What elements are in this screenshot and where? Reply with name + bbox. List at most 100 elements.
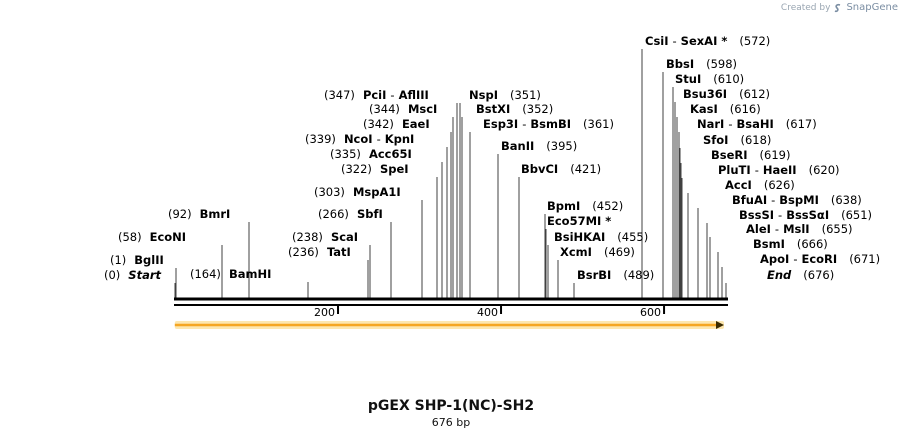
site-position: (339): [305, 132, 336, 146]
enzyme-name: BsiHKAI: [554, 230, 605, 244]
enzyme-name: SpeI: [380, 162, 409, 176]
site-label-xcmi[interactable]: XcmI (469): [560, 245, 635, 259]
site-position: (236): [288, 245, 319, 259]
site-label-bglii[interactable]: (1) BglII: [110, 253, 164, 267]
enzyme-name: SfoI: [703, 133, 728, 147]
site-label-esp3i-bsmbi[interactable]: Esp3I - BsmBI (361): [483, 117, 614, 131]
enzyme-name: AleI: [746, 222, 771, 236]
enzyme-name: End: [767, 268, 792, 282]
site-label-spei[interactable]: (322) SpeI: [341, 162, 409, 176]
site-label-bfuai-bspmi[interactable]: BfuAI - BspMI (638): [732, 193, 862, 207]
site-position: (620): [809, 163, 840, 177]
site-label-pcii-afliii[interactable]: (347) PciI - AflIII: [324, 88, 429, 102]
site-label-kasi[interactable]: KasI (616): [690, 102, 761, 116]
name-separator: -: [793, 252, 797, 266]
site-position: (266): [318, 207, 349, 221]
site-label-bpmi[interactable]: BpmI (452): [547, 199, 623, 213]
site-position: (452): [592, 199, 623, 213]
sequence-length: 676 bp: [431, 416, 471, 429]
site-label-csii-sexai[interactable]: CsiI - SexAI * (572): [645, 34, 770, 48]
site-position: (638): [831, 193, 862, 207]
site-position: (626): [764, 178, 795, 192]
site-label-acci[interactable]: AccI (626): [725, 178, 795, 192]
site-label-tati[interactable]: (236) TatI: [288, 245, 351, 259]
enzyme-name: BsmBI: [530, 117, 571, 131]
site-position: (351): [510, 88, 541, 102]
site-position: (92): [168, 207, 192, 221]
site-label-mspa1i[interactable]: (303) MspA1I: [314, 185, 401, 199]
site-label-sfoi[interactable]: SfoI (618): [703, 133, 771, 147]
site-labels: (0) Start(1) BglII (58) EcoNI (92) BmrI (164) Ba…: [104, 34, 880, 282]
enzyme-name: MspA1I: [353, 185, 401, 199]
enzyme-name: BmrI: [200, 207, 231, 221]
site-label-bsmi[interactable]: BsmI (666): [753, 237, 828, 251]
name-separator: -: [728, 117, 732, 131]
enzyme-name: BglII: [134, 253, 164, 267]
enzyme-name: MscI: [408, 102, 437, 116]
enzyme-name: EcoNI: [150, 230, 186, 244]
name-separator: -: [755, 163, 759, 177]
enzyme-name: StuI: [675, 72, 701, 86]
credit-prefix: Created by: [780, 2, 831, 13]
site-label-bsssi-bsss-i[interactable]: BssSI - BssSαI (651): [739, 208, 872, 222]
site-position: (572): [739, 34, 770, 48]
site-label-eco57mi[interactable]: Eco57MI *: [547, 214, 611, 228]
site-label-sbfi[interactable]: (266) SbfI: [318, 207, 383, 221]
enzyme-name: BsrBI: [577, 268, 611, 282]
name-separator: -: [377, 132, 381, 146]
name-separator: -: [771, 193, 775, 207]
site-label-banii[interactable]: BanII (395): [501, 139, 577, 153]
site-position: (619): [760, 148, 791, 162]
enzyme-name: PluTI: [718, 163, 751, 177]
enzyme-name: BseRI: [711, 148, 748, 162]
site-label-bmri[interactable]: (92) BmrI: [168, 207, 230, 221]
site-position: (342): [363, 117, 394, 131]
site-label-ncoi-kpni[interactable]: (339) NcoI - KpnI: [305, 132, 414, 146]
site-position: (598): [706, 57, 737, 71]
site-label-msci[interactable]: (344) MscI: [369, 102, 437, 116]
site-label-nspi[interactable]: NspI (351): [469, 88, 541, 102]
site-label-stui[interactable]: StuI (610): [675, 72, 744, 86]
site-position: (58): [118, 230, 142, 244]
enzyme-name: Eco57MI *: [547, 214, 611, 228]
sequence-backbone: [174, 297, 728, 306]
site-label-bsihkai[interactable]: BsiHKAI (455): [554, 230, 648, 244]
site-position: (655): [822, 222, 853, 236]
ruler-ticks: 200 400 600: [314, 306, 666, 319]
site-label-bseri[interactable]: BseRI (619): [711, 148, 790, 162]
enzyme-name: SexAI *: [681, 34, 728, 48]
site-label-apoi-ecori[interactable]: ApoI - EcoRI (671): [760, 252, 880, 266]
site-label-scai[interactable]: (238) ScaI: [292, 230, 358, 244]
site-label-eaei[interactable]: (342) EaeI: [363, 117, 430, 131]
site-position: (344): [369, 102, 400, 116]
site-position: (489): [623, 268, 654, 282]
site-label-bbvci[interactable]: BbvCI (421): [521, 162, 601, 176]
enzyme-name: EaeI: [402, 117, 430, 131]
sequence-title: pGEX SHP-1(NC)-SH2: [367, 398, 535, 414]
site-label-bsu36i[interactable]: Bsu36I (612): [683, 87, 770, 101]
site-position: (361): [583, 117, 614, 131]
site-label-bbsi[interactable]: BbsI (598): [666, 57, 737, 71]
enzyme-name: EcoRI: [801, 252, 837, 266]
enzyme-name: BbsI: [666, 57, 694, 71]
site-label-alei-msli[interactable]: AleI - MslI (655): [746, 222, 853, 236]
site-position: (347): [324, 88, 355, 102]
site-label-bsrbi[interactable]: BsrBI (489): [577, 268, 654, 282]
site-lines: [174, 49, 727, 298]
site-position: (666): [797, 237, 828, 251]
site-position: (303): [314, 185, 345, 199]
site-label-nari-bsahi[interactable]: NarI - BsaHI (617): [697, 117, 817, 131]
site-label-bamhi[interactable]: (164) BamHI: [190, 267, 271, 281]
site-label-acc65i[interactable]: (335) Acc65I: [330, 147, 412, 161]
site-label-bstxi[interactable]: BstXI (352): [476, 102, 553, 116]
enzyme-name: Acc65I: [369, 147, 412, 161]
enzyme-name: NarI: [697, 117, 724, 131]
feature-track: [174, 321, 725, 329]
site-position: (610): [713, 72, 744, 86]
site-label-econi[interactable]: (58) EcoNI: [118, 230, 186, 244]
site-label-start[interactable]: (0) Start: [104, 268, 162, 282]
site-label-pluti-haeii[interactable]: PluTI - HaeII (620): [718, 163, 840, 177]
enzyme-name: NcoI: [344, 132, 373, 146]
site-position: (352): [522, 102, 553, 116]
site-label-end[interactable]: End (676): [767, 268, 834, 282]
